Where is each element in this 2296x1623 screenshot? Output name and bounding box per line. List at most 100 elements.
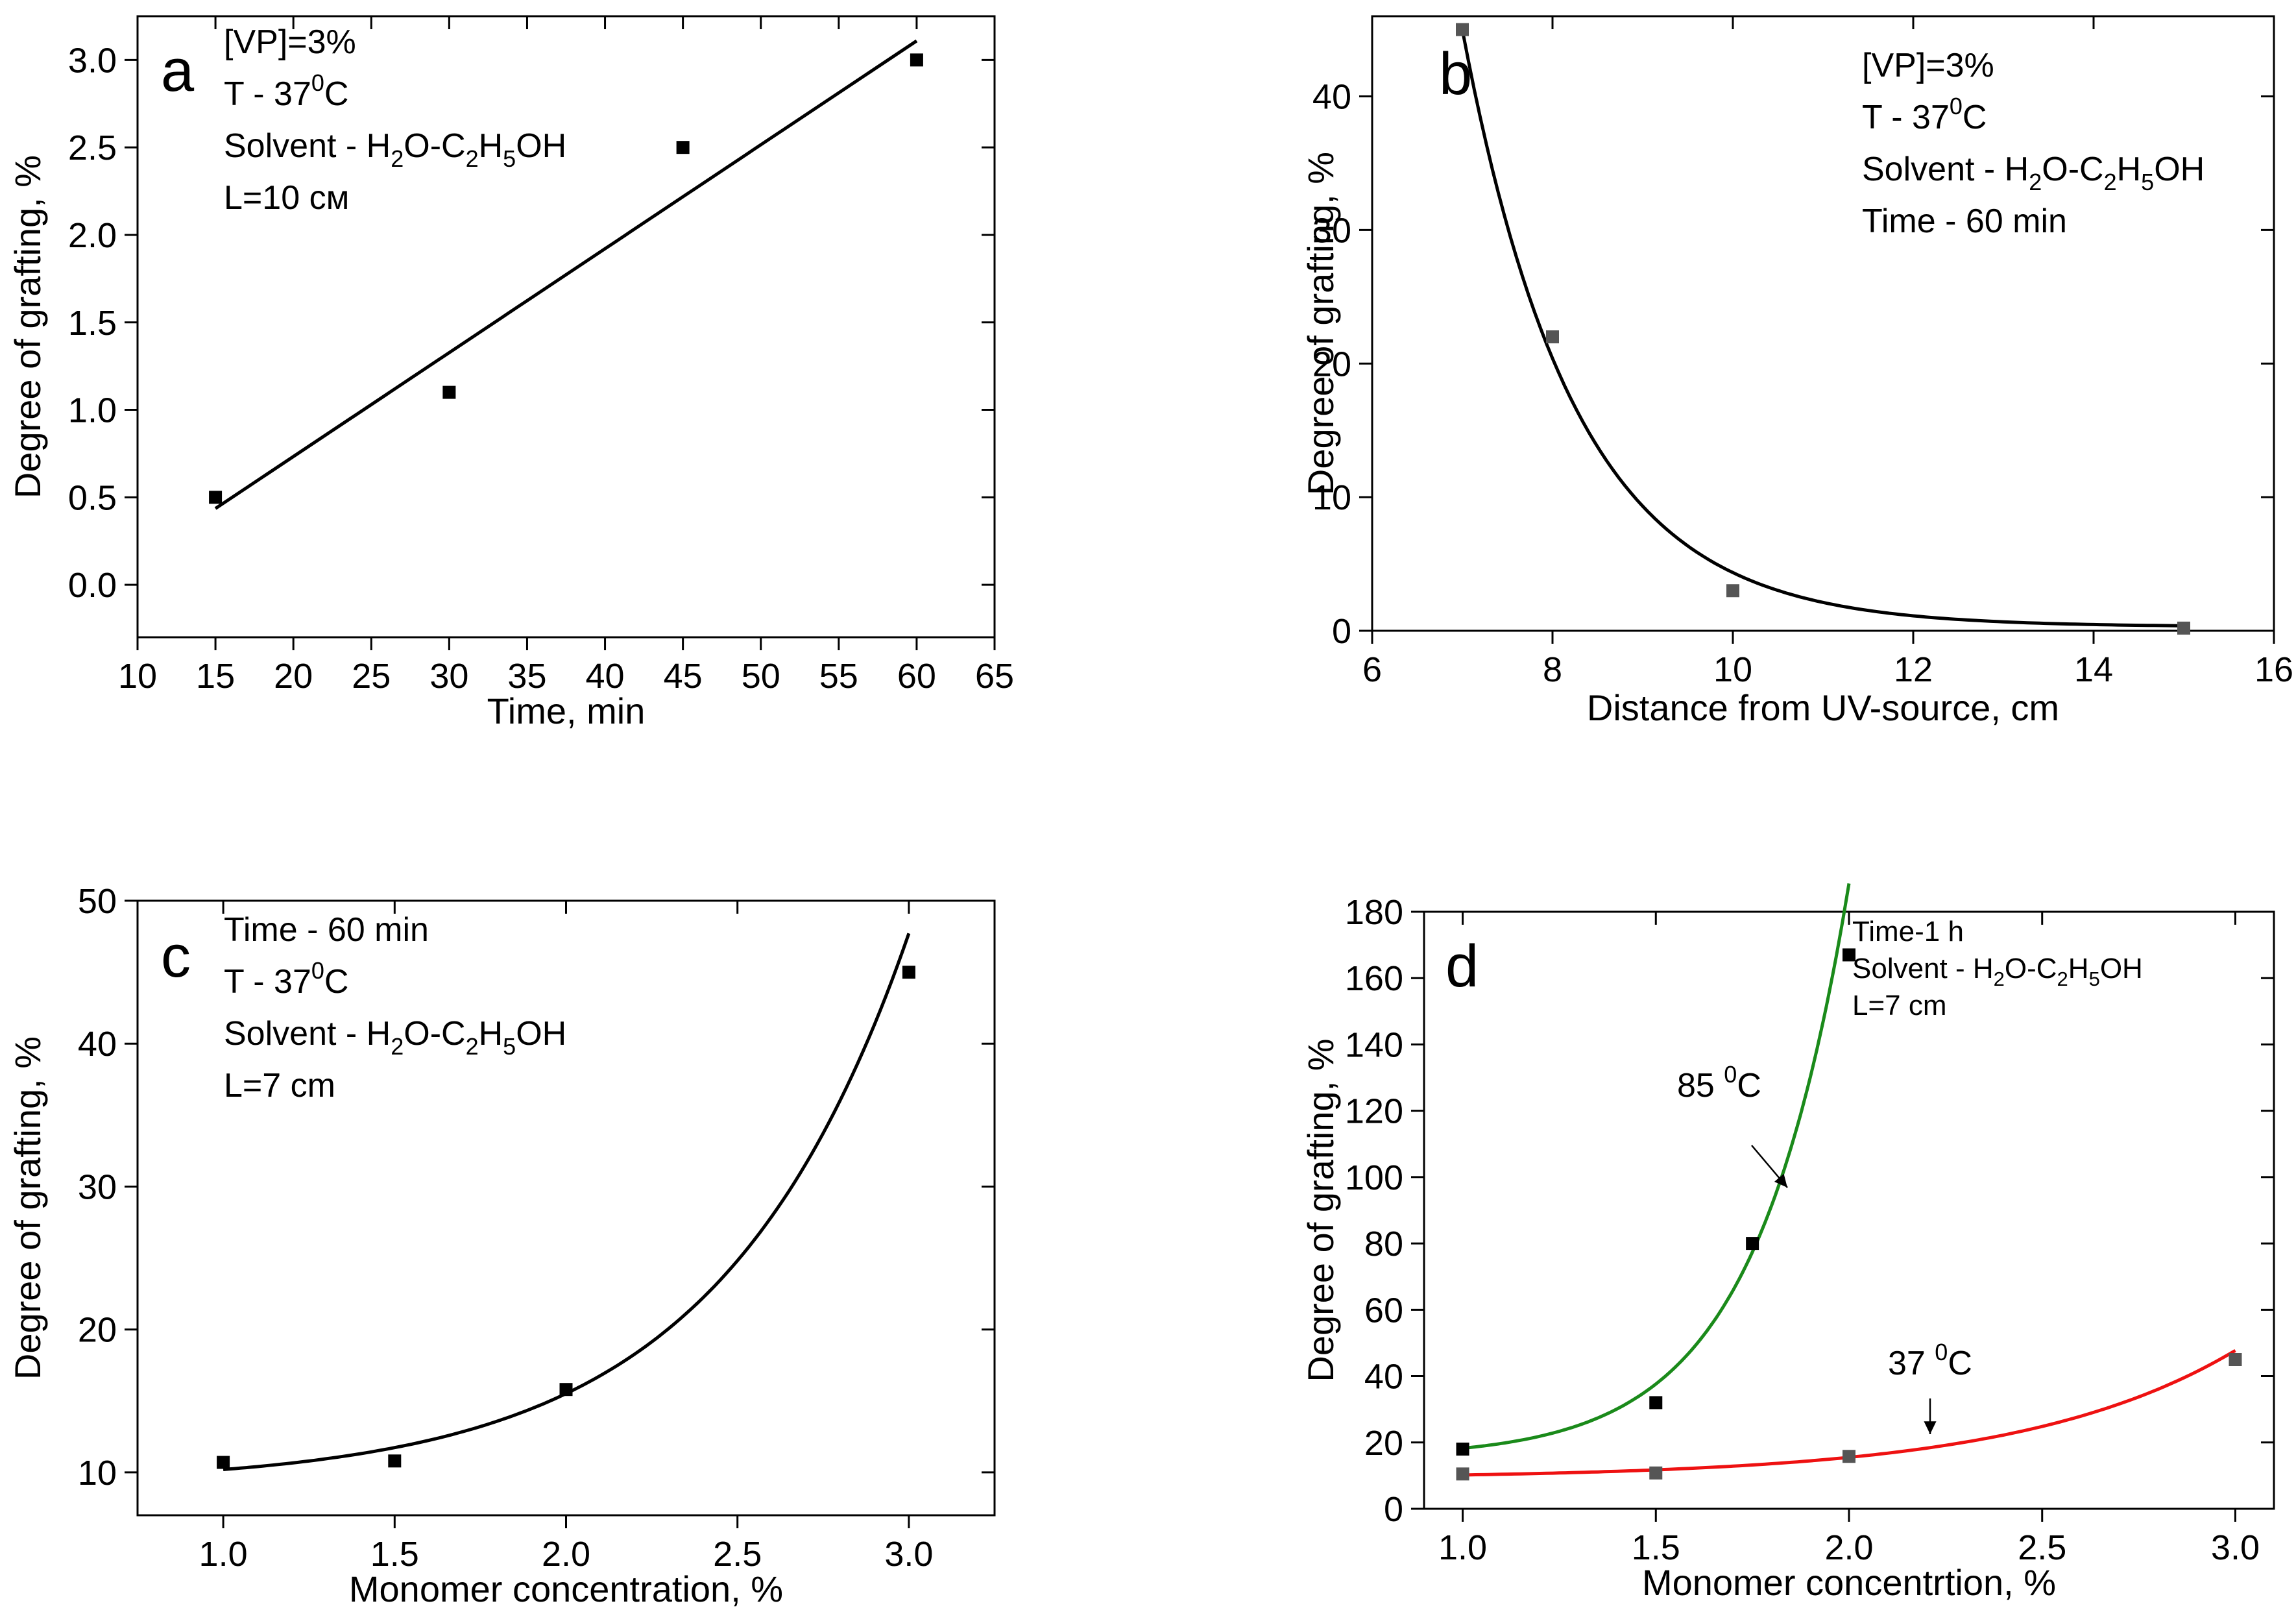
y-axis-title: Degree of grafting, % <box>1300 1038 1341 1382</box>
y-tick-label: 3.0 <box>68 41 117 80</box>
arrow-head <box>1774 1173 1787 1188</box>
y-tick-label: 50 <box>78 882 117 921</box>
y-tick-label: 100 <box>1345 1158 1403 1197</box>
y-tick-label: 1.5 <box>68 304 117 343</box>
data-point <box>388 1454 402 1468</box>
annotation-line: Time - 60 min <box>224 911 429 949</box>
x-tick-label: 3.0 <box>2211 1528 2260 1567</box>
data-point <box>1843 948 1855 962</box>
x-tick-label: 10 <box>1713 650 1752 689</box>
x-tick-label: 6 <box>1362 650 1382 689</box>
data-point <box>217 1456 230 1469</box>
annotation-line: [VP]=3% <box>224 23 356 61</box>
x-tick-label: 2.5 <box>713 1535 762 1574</box>
annotation-line: T - 370C <box>224 69 348 113</box>
x-tick-label: 45 <box>664 657 703 696</box>
x-tick-label: 1.0 <box>1438 1528 1487 1567</box>
annotation-line: Solvent - H2O-C2H5OH <box>224 1015 566 1060</box>
y-tick-label: 1.0 <box>68 391 117 430</box>
fit-curve <box>214 39 918 510</box>
y-tick-label: 2.5 <box>68 128 117 167</box>
y-axis-title: Degree of grafting, % <box>7 155 48 498</box>
x-tick-label: 2.0 <box>1824 1528 1873 1567</box>
annotation-line: L=7 cm <box>1852 990 1947 1021</box>
y-tick-label: 10 <box>1312 478 1351 517</box>
y-tick-label: 2.0 <box>68 216 117 255</box>
annotation-line: T - 370C <box>224 957 348 1001</box>
panel-letter: a <box>161 38 195 104</box>
panel-b: 6 8 10 12 14 16 0 10 20 30 40 Distance from UV-sour… <box>1300 15 2293 728</box>
x-axis-title: Distance from UV-source, cm <box>1587 687 2059 728</box>
y-tick-label: 0 <box>1384 1490 1403 1529</box>
data-point <box>2177 621 2190 635</box>
data-point <box>1649 1466 1663 1480</box>
x-axis-title: Monomer concentrtion, % <box>1642 1562 2056 1603</box>
x-tick-label: 12 <box>1894 650 1933 689</box>
y-tick-label: 20 <box>1364 1424 1403 1463</box>
data-point <box>559 1383 573 1397</box>
y-tick-label: 180 <box>1345 893 1403 932</box>
y-tick-label: 80 <box>1364 1225 1403 1263</box>
annotation-line: Time - 60 min <box>1862 202 2067 240</box>
y-tick-label: 40 <box>78 1025 117 1064</box>
y-tick-label: 20 <box>78 1311 117 1350</box>
panel-letter: c <box>161 923 191 990</box>
y-tick-label: 30 <box>1312 211 1351 250</box>
data-point <box>1456 1467 1469 1481</box>
plot-frame <box>1423 910 2275 1510</box>
annotation-line: Solvent - H2O-C2H5OH <box>1852 953 2143 990</box>
x-tick-label: 50 <box>742 657 780 696</box>
data-point <box>1843 1450 1855 1463</box>
y-axis-title: Degree of grafting, % <box>7 1036 48 1380</box>
annotation-line: Solvent - H2O-C2H5OH <box>224 127 566 172</box>
fit-curve <box>1460 29 2184 628</box>
x-axis-title: Monomer concentration, % <box>349 1568 783 1609</box>
data-point <box>1726 584 1739 598</box>
x-tick-label: 25 <box>352 657 391 696</box>
plot-frame <box>1371 15 2275 632</box>
arrow-head <box>1924 1421 1937 1434</box>
y-tick-label: 120 <box>1345 1092 1403 1131</box>
x-tick-label: 30 <box>429 657 468 696</box>
y-tick-label: 40 <box>1312 78 1351 117</box>
y-tick-label: 160 <box>1345 959 1403 998</box>
series-label: 37 0C <box>1888 1339 1972 1382</box>
x-tick-label: 1.5 <box>370 1535 419 1574</box>
data-point <box>1546 330 1559 344</box>
x-tick-label: 15 <box>196 657 235 696</box>
data-point <box>442 385 456 399</box>
x-tick-label: 20 <box>274 657 313 696</box>
data-point <box>1649 1396 1663 1409</box>
panel-letter: b <box>1439 41 1472 107</box>
data-point <box>1746 1237 1759 1251</box>
y-tick-label: 30 <box>78 1167 117 1206</box>
x-tick-label: 2.5 <box>2018 1528 2066 1567</box>
x-tick-label: 3.0 <box>884 1535 933 1574</box>
panel-c: 1.0 1.5 2.0 2.5 3.0 10 20 30 40 50 Monomer concent… <box>7 882 996 1609</box>
y-tick-label: 0.5 <box>68 478 117 517</box>
annotation-line: L=7 cm <box>224 1067 335 1104</box>
data-point <box>2229 1353 2242 1366</box>
y-tick-label: 40 <box>1364 1358 1403 1397</box>
panel-a: 10 15 20 25 30 35 40 45 50 55 60 65 0.0 0.5 1.0 1.5 2.0 2… <box>7 15 1014 731</box>
x-tick-label: 40 <box>586 657 625 696</box>
x-tick-label: 2.0 <box>542 1535 590 1574</box>
data-point <box>910 53 923 67</box>
plot-frame <box>136 15 996 639</box>
data-point <box>1456 23 1469 36</box>
annotation-line: T - 370C <box>1862 93 1987 136</box>
panel-d: 1.0 1.5 2.0 2.5 3.0 0 20 40 60 80 100 120 140 160 180 M… <box>1300 883 2275 1603</box>
annotation-line: Solvent - H2O-C2H5OH <box>1862 151 2205 195</box>
fit-curve <box>1462 883 1851 1450</box>
annotation-line: L=10 см <box>224 179 349 217</box>
annotation-line: Time-1 h <box>1852 916 1964 947</box>
x-axis-title: Time, min <box>487 690 646 731</box>
x-tick-label: 8 <box>1543 650 1562 689</box>
x-tick-label: 14 <box>2074 650 2113 689</box>
y-tick-label: 0.0 <box>68 566 117 605</box>
y-tick-label: 0 <box>1332 612 1351 651</box>
x-tick-label: 60 <box>897 657 936 696</box>
x-tick-label: 55 <box>819 657 858 696</box>
data-point <box>676 141 690 154</box>
y-tick-label: 60 <box>1364 1291 1403 1330</box>
